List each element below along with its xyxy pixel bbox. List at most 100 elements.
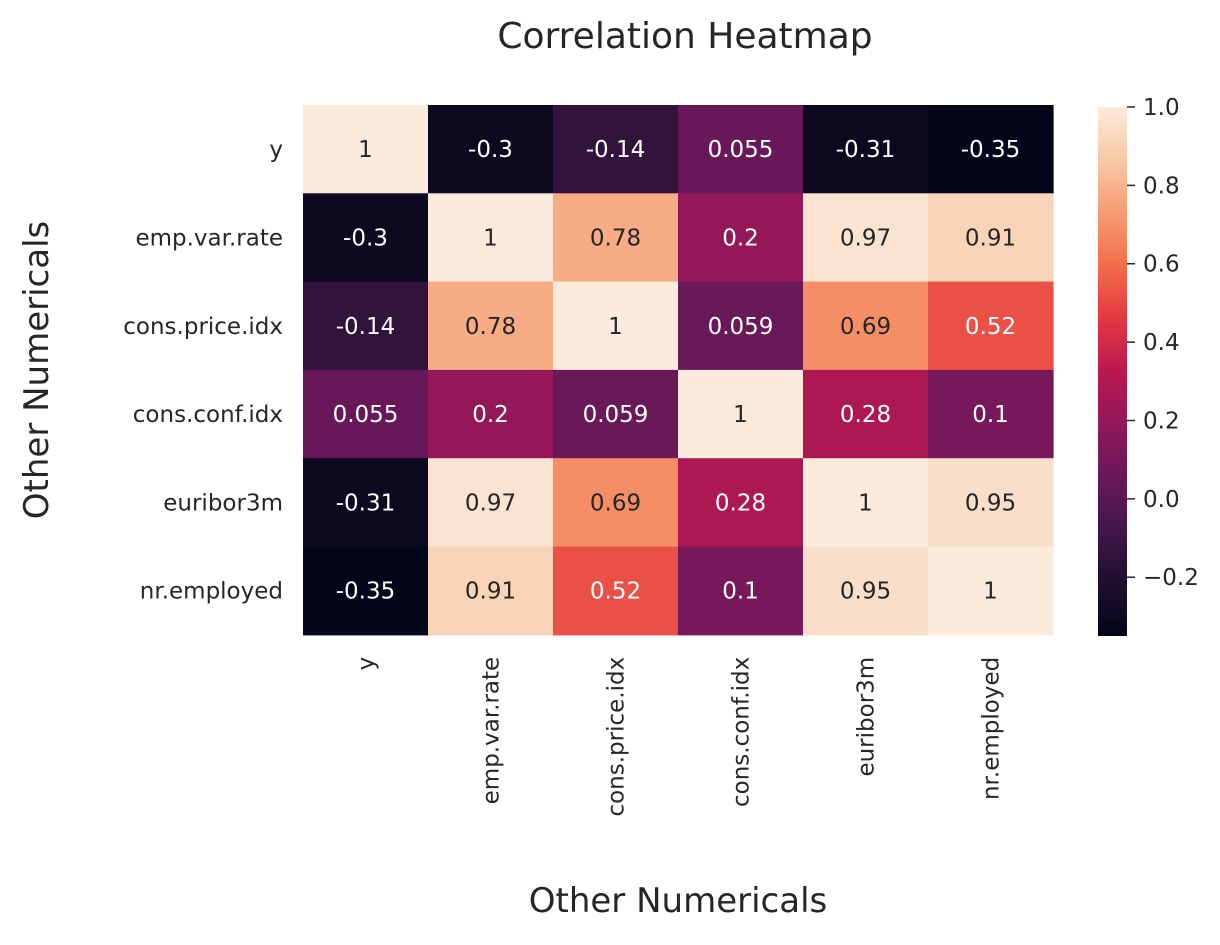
heatmap-cell-label: 0.28 [840,402,891,428]
y-tick-label: y [269,137,283,163]
heatmap-cell [428,193,554,283]
heatmap-cell-label: 1 [483,225,498,251]
heatmap-cell-label: -0.31 [336,490,396,516]
x-tick-label: emp.var.rate [479,657,505,805]
heatmap-cell-labels: 1 -0.3 -0.14 0.055 -0.31 -0.35-0.3 1 0.78 0.2 0.9… [333,137,1021,605]
heatmap-cell-label: 0.69 [590,490,641,516]
heatmap-cell-label: -0.3 [343,225,388,251]
heatmap-cell-label: 0.28 [715,490,766,516]
heatmap-cell-label: -0.14 [336,314,396,340]
heatmap-cell [928,458,1054,548]
heatmap-cell [803,193,929,283]
x-tick-label: cons.conf.idx [729,657,755,807]
y-tick-label: emp.var.rate [135,225,283,251]
heatmap-cell [928,193,1054,283]
heatmap-cell [928,546,1054,636]
heatmap-cell-label: -0.35 [336,579,396,605]
heatmap-cell [303,193,429,283]
heatmap-cell-label: 0.78 [590,225,641,251]
heatmap-cell [553,193,679,283]
heatmap-cell-label: 0.52 [590,579,641,605]
heatmap-cell [678,458,804,548]
chart-title: Correlation Heatmap [497,16,872,57]
heatmap-cell [303,369,429,459]
heatmap-cell-label: -0.14 [586,137,646,163]
heatmap-cell-label: 0.2 [472,402,509,428]
heatmap-cell [678,193,804,283]
heatmap-cell-label: -0.31 [836,137,896,163]
heatmap-cell-label: 0.055 [333,402,399,428]
heatmap-cell-label: 0.1 [722,579,759,605]
y-tick-labels: y emp.var.rate cons.price.idx cons.conf.idx… [123,137,283,605]
y-axis-label: Other Numericals [17,221,57,519]
heatmap-cell [553,369,679,459]
colorbar-tick-label: 1.0 [1143,95,1180,121]
heatmap-cell [553,546,679,636]
heatmap-cell [553,458,679,548]
heatmap-cell-label: 0.69 [840,314,891,340]
heatmap-cell [928,369,1054,459]
colorbar-tick-label: 0.6 [1143,252,1180,278]
heatmap-cell [803,281,929,371]
heatmap-cell-label: 0.78 [465,314,516,340]
heatmap-cell [678,105,804,194]
heatmap-cell [303,546,429,636]
colorbar-gradient [1098,107,1127,636]
heatmap-cell [803,458,929,548]
x-axis-label: Other Numericals [529,881,827,921]
heatmap-cell-label: 0.91 [465,579,516,605]
heatmap-cell-label: 1 [608,314,623,340]
heatmap-cell-label: 0.95 [965,490,1016,516]
colorbar-tick-label: 0.4 [1143,330,1180,356]
heatmap-cell [303,458,429,548]
colorbar-tick-label: 0.8 [1143,173,1180,199]
colorbar-tick-label: 0.2 [1143,408,1180,434]
x-tick-label: y [354,657,380,671]
heatmap-cell [303,105,429,194]
heatmap-cell-label: 0.97 [840,225,891,251]
heatmap-cell [553,281,679,371]
x-tick-label: nr.employed [979,657,1005,800]
heatmap-cell-label: 1 [358,137,373,163]
heatmap-cell [803,546,929,636]
heatmap-cell-label: -0.35 [961,137,1021,163]
heatmap-cell-label: 1 [858,490,873,516]
heatmap-cell [803,105,929,194]
heatmap-cell [928,281,1054,371]
heatmap-cell-label: 0.95 [840,579,891,605]
colorbar-tick-label: 0.0 [1143,487,1180,513]
heatmap-cell [303,281,429,371]
heatmap-cell [678,546,804,636]
heatmap-cell [428,105,554,194]
heatmap-cell-label: -0.3 [468,137,513,163]
heatmap-cell-label: 0.055 [708,137,774,163]
heatmap-cell [428,281,554,371]
heatmap-cell [678,369,804,459]
y-tick-label: euribor3m [163,490,283,516]
y-tick-label: cons.price.idx [123,314,283,340]
colorbar-ticks: −0.2 0.0 0.2 0.4 0.6 0.8 1.0 [1127,95,1199,591]
heatmap-cell-label: 0.1 [972,402,1009,428]
heatmap-cell-label: 0.2 [722,225,759,251]
colorbar: −0.2 0.0 0.2 0.4 0.6 0.8 1.0 [1098,95,1199,636]
heatmap-cell-label: 0.059 [708,314,774,340]
y-tick-label: cons.conf.idx [133,402,283,428]
heatmap-cell-label: 0.97 [465,490,516,516]
heatmap-cell [428,546,554,636]
heatmap-cell-label: 0.91 [965,225,1016,251]
heatmap-cell [553,105,679,194]
heatmap-cell [803,369,929,459]
x-tick-label: euribor3m [854,657,880,777]
x-tick-labels: y emp.var.rate cons.price.idx cons.conf.idx… [354,657,1005,817]
heatmap-cell [428,458,554,548]
heatmap-cells [303,105,1054,636]
y-tick-label: nr.employed [140,579,283,605]
heatmap-cell-label: 1 [983,579,998,605]
heatmap-cell [678,281,804,371]
heatmap-cell [428,369,554,459]
heatmap-cell-label: 1 [733,402,748,428]
heatmap-cell [928,105,1054,194]
x-tick-label: cons.price.idx [604,657,630,817]
